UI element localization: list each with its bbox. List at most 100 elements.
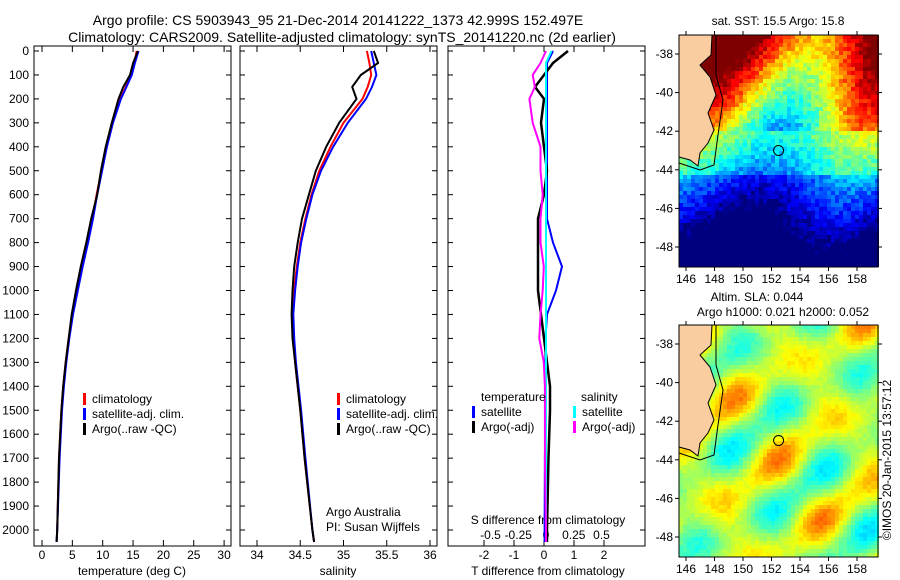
map-cell xyxy=(735,263,739,267)
map-cell xyxy=(767,159,771,163)
map-cell xyxy=(763,401,767,405)
map-cell xyxy=(831,349,835,353)
map-cell xyxy=(735,349,739,353)
map-cell xyxy=(795,115,799,119)
map-cell xyxy=(815,393,819,397)
map-cell xyxy=(831,231,835,235)
map-cell xyxy=(795,333,799,337)
map-cell xyxy=(875,433,879,437)
map-cell xyxy=(695,175,699,179)
map-cell xyxy=(827,239,831,243)
map-cell xyxy=(831,119,835,123)
map-cell xyxy=(747,223,751,227)
map-cell xyxy=(847,381,851,385)
map-cell xyxy=(831,409,835,413)
map-cell xyxy=(847,167,851,171)
map-cell xyxy=(823,243,827,247)
map-cell xyxy=(803,255,807,259)
map-cell xyxy=(863,255,867,259)
map-cell xyxy=(731,95,735,99)
map-cell xyxy=(819,357,823,361)
map-cell xyxy=(815,63,819,67)
map-cell xyxy=(807,345,811,349)
map-cell xyxy=(759,183,763,187)
map-cell xyxy=(827,183,831,187)
map-cell xyxy=(807,263,811,267)
map-cell xyxy=(859,429,863,433)
map-cell xyxy=(867,417,871,421)
map-cell xyxy=(771,163,775,167)
map-cell xyxy=(731,409,735,413)
map-cell xyxy=(875,417,879,421)
map-cell xyxy=(843,337,847,341)
map-cell xyxy=(703,353,707,357)
map-cell xyxy=(843,139,847,143)
map-cell xyxy=(815,389,819,393)
map-cell xyxy=(827,421,831,425)
map-cell xyxy=(687,263,691,267)
map-cell xyxy=(715,91,719,95)
map-cell xyxy=(851,131,855,135)
map-cell xyxy=(863,461,867,465)
map-cell xyxy=(739,227,743,231)
map-cell xyxy=(803,219,807,223)
map-cell xyxy=(767,95,771,99)
map-cell xyxy=(875,47,879,51)
map-cell xyxy=(843,123,847,127)
map-cell xyxy=(751,337,755,341)
map-cell xyxy=(743,135,747,139)
map-cell xyxy=(847,243,851,247)
map-cell xyxy=(703,263,707,267)
map-cell xyxy=(875,199,879,203)
map-cell xyxy=(811,55,815,59)
map-cell xyxy=(831,215,835,219)
map-cell xyxy=(759,63,763,67)
map-cell xyxy=(763,147,767,151)
map-cell xyxy=(811,207,815,211)
map-cell xyxy=(727,247,731,251)
map-cell xyxy=(855,131,859,135)
map-cell xyxy=(835,135,839,139)
map-cell xyxy=(823,263,827,267)
map-cell xyxy=(819,91,823,95)
map-cell xyxy=(695,183,699,187)
map-cell xyxy=(763,425,767,429)
map-cell xyxy=(807,255,811,259)
map-cell xyxy=(739,255,743,259)
map-cell xyxy=(743,67,747,71)
map-cell xyxy=(867,143,871,147)
map-cell xyxy=(811,71,815,75)
map-cell xyxy=(731,457,735,461)
map-cell xyxy=(847,183,851,187)
map-cell xyxy=(723,207,727,211)
map-cell xyxy=(783,75,787,79)
map-cell xyxy=(855,263,859,267)
map-cell xyxy=(867,425,871,429)
map-cell xyxy=(799,247,803,251)
map-cell xyxy=(711,441,715,445)
map-cell xyxy=(815,59,819,63)
map-cell xyxy=(719,107,723,111)
map-cell xyxy=(783,151,787,155)
map-cell xyxy=(719,325,723,329)
map-cell xyxy=(751,353,755,357)
map-cell xyxy=(859,425,863,429)
map-cell xyxy=(863,67,867,71)
map-cell xyxy=(727,171,731,175)
map-cell xyxy=(843,59,847,63)
map-cell xyxy=(815,131,819,135)
map-cell xyxy=(803,47,807,51)
map-cell xyxy=(799,71,803,75)
map-cell xyxy=(723,341,727,345)
map-cell xyxy=(767,47,771,51)
map-cell xyxy=(847,191,851,195)
map-cell xyxy=(767,365,771,369)
map-cell xyxy=(863,369,867,373)
map-cell xyxy=(863,103,867,107)
map-cell xyxy=(755,333,759,337)
map-cell xyxy=(791,263,795,267)
map-cell xyxy=(715,381,719,385)
map-cell xyxy=(687,231,691,235)
map-cell xyxy=(875,369,879,373)
map-cell xyxy=(791,107,795,111)
